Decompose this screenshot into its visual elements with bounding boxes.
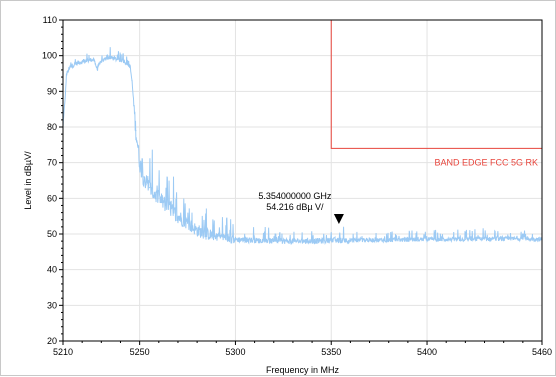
data-point [131, 80, 133, 82]
grid [63, 20, 542, 341]
data-point [162, 201, 164, 203]
x-axis-label: Frequency in MHz [266, 365, 340, 375]
data-point [129, 65, 131, 67]
series-trace-0 [62, 47, 543, 246]
data-point [139, 162, 141, 164]
marker-frequency-label: 5.354000000 GHz [258, 191, 332, 201]
data-point [368, 239, 371, 241]
data-point [154, 194, 156, 196]
data-point [311, 240, 313, 242]
y-tick-label: 50 [47, 229, 57, 239]
data-point [407, 239, 409, 241]
data-point [186, 222, 189, 224]
data-point [388, 239, 390, 241]
data-point [100, 60, 102, 62]
data-point [464, 238, 466, 240]
data-point [77, 62, 79, 64]
data-point [85, 60, 87, 62]
data-point [177, 215, 179, 217]
data-point [66, 72, 68, 75]
data-point [483, 238, 486, 240]
data-point [148, 187, 150, 189]
data-point [503, 238, 505, 240]
data-point [215, 235, 217, 237]
data-point [225, 236, 227, 239]
data-point [445, 238, 447, 240]
x-tick-label: 5400 [417, 347, 437, 357]
ticks: 20 30 40 50 60 70 80 90 100 110 5210 5250 5300 5350 54… [42, 15, 552, 357]
limit-line-label: BAND EDGE FCC 5G RK [434, 157, 538, 167]
y-tick-label: 90 [47, 86, 57, 96]
data-point [349, 239, 351, 242]
marker-level-label: 54.216 dBµ V/ [266, 202, 324, 212]
axes [62, 19, 543, 342]
y-tick-label: 110 [43, 15, 57, 25]
y-tick-label: 20 [47, 336, 57, 346]
data-point [137, 144, 139, 146]
data-point [133, 105, 135, 107]
x-tick-label: 5210 [53, 347, 73, 357]
data-point [135, 129, 137, 132]
data-point [142, 176, 145, 178]
x-tick-label: 5350 [321, 347, 341, 357]
data-point [522, 238, 524, 240]
y-tick-label: 100 [42, 51, 57, 61]
series-layer [62, 47, 543, 246]
plot-border [62, 19, 543, 342]
y-axis-label: Level in dBµV/ [23, 151, 33, 210]
data-point [169, 208, 171, 210]
data-point [116, 58, 118, 60]
marker: 5.354000000 GHz 54.216 dBµ V/ [258, 191, 344, 224]
y-tick-label: 70 [47, 158, 57, 168]
y-tick-label: 30 [47, 300, 57, 310]
data-point [206, 233, 208, 235]
data-point [93, 58, 95, 60]
x-tick-label: 5300 [225, 347, 245, 357]
data-point [234, 238, 237, 240]
y-tick-label: 60 [47, 193, 57, 203]
data-point [196, 229, 198, 232]
limit-line-path [330, 20, 543, 156]
data-point [330, 239, 332, 242]
data-point [426, 238, 428, 240]
data-point [292, 240, 294, 242]
data-point [123, 60, 125, 62]
x-tick-label: 5250 [130, 347, 150, 357]
data-point [96, 69, 99, 71]
x-tick-label: 5460 [532, 347, 552, 357]
data-point [273, 240, 275, 242]
data-point [254, 239, 256, 242]
marker-triangle [333, 213, 344, 224]
limit-line [330, 20, 543, 156]
data-point [108, 56, 110, 59]
y-tick-label: 80 [47, 122, 57, 132]
data-point [70, 65, 72, 67]
y-tick-label: 40 [47, 265, 57, 275]
